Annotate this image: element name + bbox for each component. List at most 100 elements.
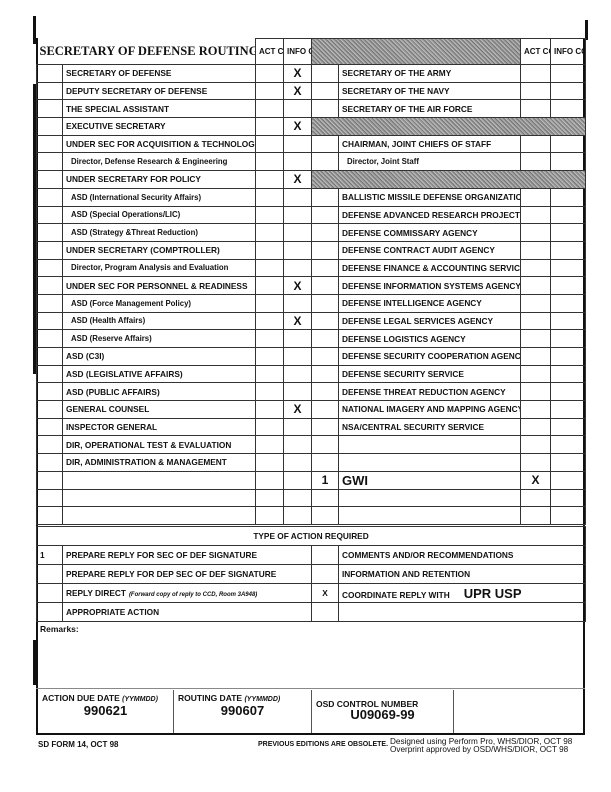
- right-info-copy-mark: [550, 488, 586, 508]
- left-number-cell: [36, 435, 63, 455]
- right-number-cell: [311, 134, 339, 154]
- action-right-cell: COORDINATE REPLY WITH UPR USP: [337, 583, 587, 603]
- routing-row: DEPUTY SECRETARY OF DEFENSE X SECRETARY OF…: [36, 81, 586, 101]
- routing-row: [36, 506, 586, 525]
- left-office-label: [62, 506, 256, 525]
- routing-row: SECRETARY OF DEFENSE X SECRETARY OF THE AR…: [36, 64, 586, 83]
- right-office-label: BALLISTIC MISSILE DEFENSE ORGANIZATION: [338, 187, 521, 207]
- right-info-copy-mark: [550, 276, 586, 295]
- routing-row: ASD (Health Affairs) X DEFENSE LEGAL SERVI…: [36, 311, 586, 331]
- left-office-label: UNDER SEC FOR PERSONNEL & READINESS: [62, 276, 256, 295]
- routing-row: ASD (C3I) DEFENSE SECURITY COOPERATION AG…: [36, 347, 586, 366]
- scan-mark: [33, 16, 36, 44]
- action-left-cell: REPLY DIRECT (Forward copy of reply to CC…: [62, 583, 312, 603]
- overprint-text: Overprint approved by OSD/WHS/DIOR, OCT …: [390, 745, 569, 754]
- right-info-copy-mark: [550, 99, 586, 119]
- left-office-label: DIR, OPERATIONAL TEST & EVALUATION: [62, 435, 256, 455]
- action-mark: [311, 602, 339, 622]
- left-info-copy-mark: [283, 364, 312, 384]
- action-mark: [311, 545, 339, 565]
- left-act-copy-mark: [255, 258, 284, 278]
- header-row: SECRETARY OF DEFENSE ROUTING SLIP ACT CO…: [36, 38, 586, 65]
- left-office-label: EXECUTIVE SECRETARY: [62, 117, 256, 136]
- right-info-copy-mark: [550, 470, 586, 490]
- right-act-copy-mark: [520, 488, 551, 508]
- left-office-label: Director, Program Analysis and Evaluatio…: [62, 258, 256, 278]
- left-act-copy-mark: [255, 293, 284, 313]
- right-act-copy-mark: [520, 417, 551, 437]
- action-number: [36, 602, 63, 622]
- right-number-cell: [311, 205, 339, 225]
- left-act-copy-mark: [255, 382, 284, 402]
- routing-row: ASD (Special Operations/LIC) DEFENSE ADVA…: [36, 205, 586, 225]
- right-office-label: SECRETARY OF THE NAVY: [338, 81, 521, 101]
- left-info-copy-mark: [283, 435, 312, 455]
- routing-row: DIR, ADMINISTRATION & MANAGEMENT: [36, 453, 586, 472]
- right-office-label: DEFENSE LEGAL SERVICES AGENCY: [338, 311, 521, 331]
- left-office-label: SECRETARY OF DEFENSE: [62, 64, 256, 83]
- right-act-copy-mark: [520, 99, 551, 119]
- action-left-cell: PREPARE REPLY FOR SEC OF DEF SIGNATURE: [62, 545, 312, 565]
- right-office-label: DEFENSE SECURITY COOPERATION AGENCY: [338, 347, 521, 366]
- action-left-label: APPROPRIATE ACTION: [66, 607, 160, 617]
- left-info-copy-mark: X: [283, 400, 312, 419]
- routing-row: 1 GWI X: [36, 470, 586, 490]
- routing-format: (YYMMDD): [244, 696, 281, 703]
- left-info-copy-mark: [283, 293, 312, 313]
- right-number-cell: [311, 488, 339, 508]
- left-number-cell: [36, 205, 63, 225]
- right-number-cell: [311, 435, 339, 455]
- right-office-label: Director, Joint Staff: [338, 152, 521, 172]
- right-info-copy-mark: [550, 329, 586, 348]
- shaded-divider: [311, 170, 586, 189]
- routing-row: ASD (LEGISLATIVE AFFAIRS) DEFENSE SECURIT…: [36, 364, 586, 384]
- right-number-cell: [311, 223, 339, 242]
- left-info-copy-mark: [283, 417, 312, 437]
- action-note: (Forward copy of reply to CCD, Room 3A94…: [128, 592, 258, 598]
- left-info-copy-mark: [283, 134, 312, 154]
- left-info-copy-mark: [283, 240, 312, 260]
- left-info-copy-mark: X: [283, 311, 312, 331]
- action-right-cell: COMMENTS AND/OR RECOMMENDATIONS: [337, 545, 587, 565]
- right-act-copy-mark: [520, 347, 551, 366]
- right-info-copy-mark: [550, 205, 586, 225]
- left-office-label: ASD (Force Management Policy): [62, 293, 256, 313]
- right-info-copy-mark: [550, 311, 586, 331]
- form-id: SD FORM 14, OCT 98: [38, 740, 119, 749]
- left-info-copy-mark: X: [283, 276, 312, 295]
- action-right-label: COMMENTS AND/OR RECOMMENDATIONS: [342, 550, 514, 560]
- right-number-cell: [311, 329, 339, 348]
- left-act-copy-mark: [255, 329, 284, 348]
- left-act-copy-mark: [255, 117, 284, 136]
- left-office-label: INSPECTOR GENERAL: [62, 417, 256, 437]
- left-number-cell: [36, 81, 63, 101]
- action-right-cell: INFORMATION AND RETENTION: [337, 564, 587, 584]
- action-due-date: ACTION DUE DATE (YYMMDD) 990621: [38, 690, 174, 733]
- left-number-cell: [36, 223, 63, 242]
- left-office-label: ASD (C3I): [62, 347, 256, 366]
- routing-row: ASD (Reserve Affairs) DEFENSE LOGISTICS A…: [36, 329, 586, 348]
- left-number-cell: [36, 329, 63, 348]
- right-office-label: NSA/CENTRAL SECURITY SERVICE: [338, 417, 521, 437]
- right-office-label: SECRETARY OF THE ARMY: [338, 64, 521, 83]
- routing-date: ROUTING DATE (YYMMDD) 990607: [174, 690, 312, 733]
- right-act-copy-mark: [520, 223, 551, 242]
- left-office-label: ASD (Reserve Affairs): [62, 329, 256, 348]
- left-info-copy-mark: [283, 205, 312, 225]
- action-left-label: REPLY DIRECT: [66, 588, 126, 598]
- right-info-copy-mark: [550, 223, 586, 242]
- right-office-label: SECRETARY OF THE AIR FORCE: [338, 99, 521, 119]
- right-info-copy-mark: [550, 506, 586, 525]
- right-act-copy-mark: [520, 134, 551, 154]
- right-info-copy-mark: [550, 400, 586, 419]
- right-number-cell: [311, 400, 339, 419]
- right-info-copy-mark: [550, 293, 586, 313]
- routing-row: THE SPECIAL ASSISTANT SECRETARY OF THE AI…: [36, 99, 586, 119]
- right-info-copy-mark: [550, 152, 586, 172]
- right-info-copy-mark: [550, 417, 586, 437]
- action-right-cell: [337, 602, 587, 622]
- routing-row: INSPECTOR GENERAL NSA/CENTRAL SECURITY SE…: [36, 417, 586, 437]
- left-info-copy-mark: [283, 258, 312, 278]
- action-right-label: COORDINATE REPLY WITH: [342, 589, 450, 600]
- action-left-cell: APPROPRIATE ACTION: [62, 602, 312, 622]
